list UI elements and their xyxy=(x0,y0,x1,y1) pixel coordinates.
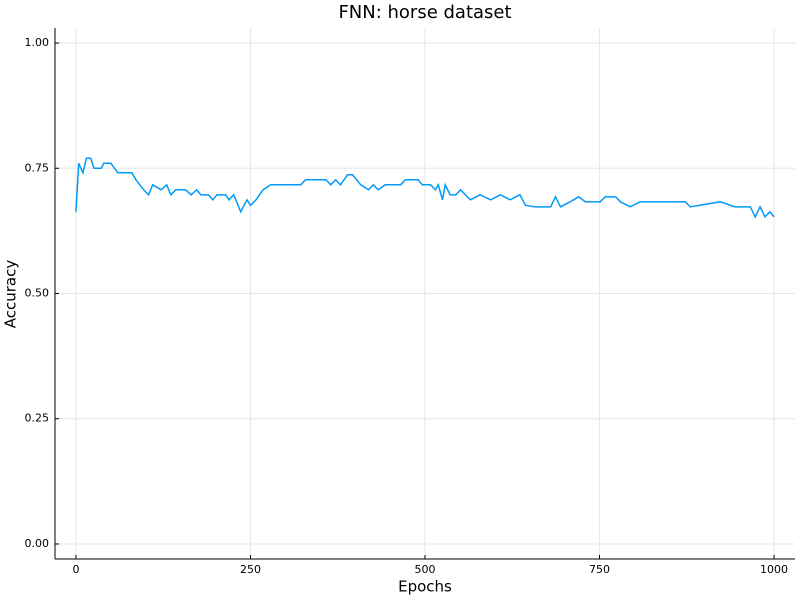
x-tick-label: 0 xyxy=(72,563,79,576)
x-axis-label: Epochs xyxy=(398,578,452,596)
y-tick-label: 1.00 xyxy=(25,36,50,49)
chart-title: FNN: horse dataset xyxy=(338,2,511,23)
x-tick-label: 750 xyxy=(589,563,610,576)
x-tick-label: 500 xyxy=(415,563,436,576)
y-tick-label: 0.50 xyxy=(25,287,50,300)
y-axis-label: Accuracy xyxy=(2,260,20,329)
x-tick-label: 250 xyxy=(240,563,261,576)
x-tick-label: 1000 xyxy=(760,563,788,576)
y-tick-label: 0.75 xyxy=(25,161,50,174)
y-tick-label: 0.25 xyxy=(25,412,50,425)
data-line xyxy=(75,157,775,219)
y-tick-label: 0.00 xyxy=(25,537,50,550)
